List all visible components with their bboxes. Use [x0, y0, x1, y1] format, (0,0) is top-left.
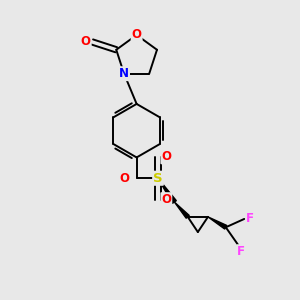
Text: S: S: [153, 172, 163, 185]
Text: O: O: [161, 193, 171, 206]
Text: F: F: [237, 245, 245, 258]
Polygon shape: [174, 202, 189, 218]
Text: N: N: [119, 67, 129, 80]
Text: O: O: [161, 150, 171, 163]
Text: O: O: [132, 28, 142, 41]
Text: O: O: [119, 172, 129, 185]
Polygon shape: [208, 217, 227, 229]
Polygon shape: [158, 178, 176, 203]
Text: F: F: [246, 212, 254, 226]
Text: O: O: [81, 35, 91, 49]
